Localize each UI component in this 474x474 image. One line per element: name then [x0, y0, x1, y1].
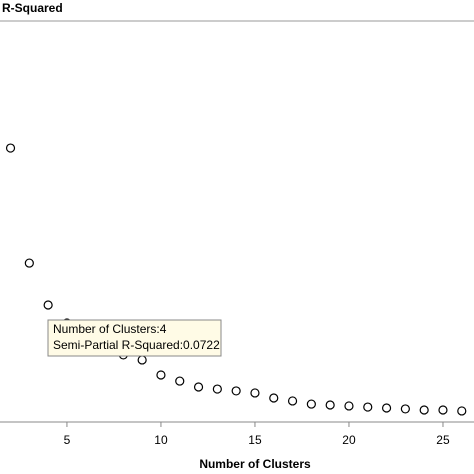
point	[269, 393, 279, 403]
x-tick-label: 10	[154, 433, 168, 447]
x-tick-label: 5	[64, 433, 71, 447]
chart-title: R-Squared	[2, 1, 63, 15]
point	[137, 355, 147, 365]
point	[419, 405, 429, 415]
point	[212, 384, 222, 394]
point	[43, 300, 53, 310]
point	[363, 402, 373, 412]
x-tick-label: 25	[436, 433, 450, 447]
point	[193, 382, 204, 392]
point	[344, 401, 354, 411]
point	[457, 406, 467, 416]
point	[175, 376, 185, 386]
point	[5, 143, 16, 153]
point	[231, 386, 241, 396]
x-axis-title: Number of Clusters	[199, 457, 311, 471]
point	[438, 405, 448, 415]
x-tick-label: 20	[342, 433, 356, 447]
point	[287, 396, 298, 406]
point	[156, 370, 166, 380]
point	[306, 399, 316, 409]
tooltip-text: Number of Clusters:4	[53, 322, 167, 336]
point	[400, 404, 410, 414]
point	[24, 258, 34, 268]
point	[381, 403, 392, 413]
point	[250, 388, 260, 398]
x-tick-label: 15	[248, 433, 262, 447]
point	[325, 400, 335, 410]
tooltip-text: Semi-Partial R-Squared:0.0722	[53, 338, 220, 352]
tooltip-box	[47, 319, 222, 357]
